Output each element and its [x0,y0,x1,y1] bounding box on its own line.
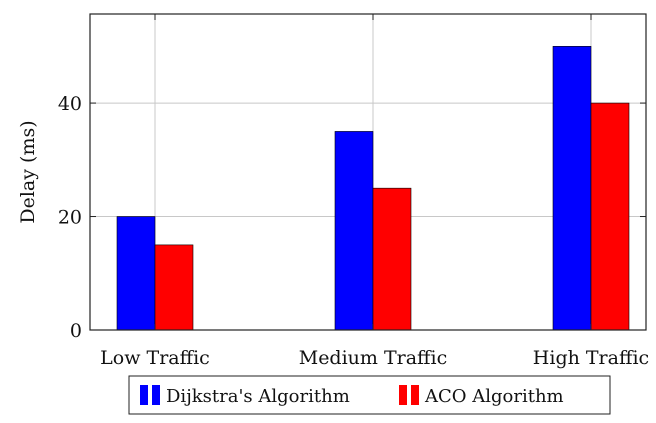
bar-dijkstra [552,46,592,331]
bars [116,46,630,331]
bar-aco [154,244,194,331]
x-tick-label: Low Traffic [100,347,210,369]
y-tick-label: 20 [58,207,82,229]
bar-dijkstra [334,131,374,331]
legend-label: ACO Algorithm [424,386,564,407]
legend-swatch-dijkstra [140,385,160,405]
x-tick-label: Medium Traffic [299,347,448,369]
bar-dijkstra [116,216,156,331]
x-tick-label: High Traffic [533,347,649,369]
legend-label: Dijkstra's Algorithm [166,386,350,407]
legend-box [128,375,611,415]
legend-swatch-aco [399,385,419,405]
legend: Dijkstra's Algorithm ACO Algorithm [128,375,611,415]
bar-aco [590,102,630,331]
y-tick-label: 40 [58,93,82,115]
y-tick-label: 0 [70,320,82,342]
plot-area-frame [89,13,647,331]
y-axis-label: Delay (ms) [17,120,39,223]
bar-aco [372,187,412,331]
x-axis-ticks: Low Traffic Medium Traffic High Traffic [100,14,649,369]
y-axis-ticks: 0 20 40 [58,93,646,342]
